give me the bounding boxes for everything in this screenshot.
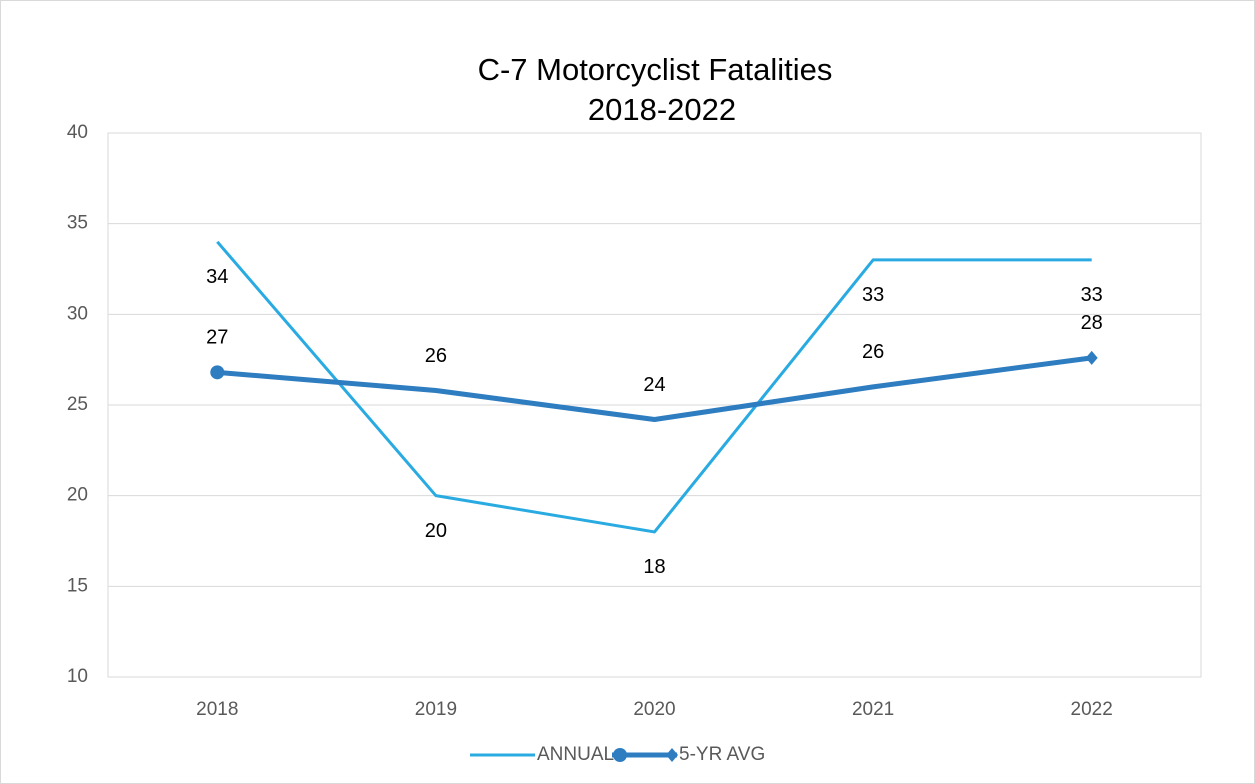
data-label: 28: [1081, 312, 1103, 334]
y-tick-label: 20: [67, 485, 88, 506]
y-tick-label: 30: [67, 303, 88, 324]
chart-subtitle: 2018-2022: [588, 92, 736, 127]
y-tick-label: 35: [67, 213, 88, 234]
legend-marker: [613, 748, 627, 762]
legend-label: ANNUAL: [537, 744, 614, 765]
data-label: 26: [862, 341, 884, 363]
x-tick-label: 2018: [196, 699, 238, 720]
data-label: 26: [425, 345, 447, 367]
series-line: [216, 240, 1092, 534]
chart-title: C-7 Motorcyclist Fatalities: [478, 52, 833, 87]
data-label: 18: [643, 556, 665, 578]
data-label: 33: [1081, 284, 1103, 306]
y-tick-label: 10: [67, 666, 88, 687]
y-tick-label: 15: [67, 575, 88, 596]
data-label: 34: [206, 266, 228, 288]
data-label: 24: [643, 374, 665, 396]
x-tick-label: 2019: [415, 699, 457, 720]
x-tick-label: 2022: [1071, 699, 1113, 720]
y-tick-label: 40: [67, 122, 88, 143]
marker: [1085, 350, 1098, 365]
x-tick-label: 2020: [633, 699, 675, 720]
data-label: 20: [425, 520, 447, 542]
marker: [210, 365, 225, 380]
x-tick-label: 2021: [852, 699, 894, 720]
legend-label: 5-YR AVG: [679, 744, 765, 765]
y-tick-label: 25: [67, 394, 88, 415]
series-line: [217, 355, 1093, 423]
data-label: 33: [862, 284, 884, 306]
legend-marker: [666, 748, 678, 762]
data-label: 27: [206, 327, 228, 349]
